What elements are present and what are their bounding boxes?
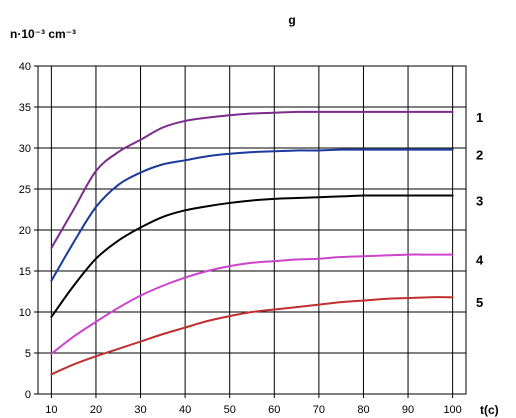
grid	[38, 65, 466, 394]
series-label-3: 3	[476, 194, 483, 209]
series-line-5	[50, 296, 454, 376]
series-label-1: 1	[476, 110, 483, 125]
x-tick-label: 60	[268, 404, 280, 416]
y-tick-label: 0	[25, 389, 31, 401]
series-labels: 1 2 3 4 5	[476, 110, 484, 310]
series-label-4: 4	[476, 253, 484, 268]
y-tick-label: 25	[19, 184, 31, 196]
series-label-2: 2	[476, 148, 483, 163]
y-tick-label: 10	[19, 307, 31, 319]
series-lines	[50, 110, 454, 376]
plot-frame	[37, 65, 467, 395]
series-line-4	[50, 253, 454, 355]
x-tick-label: 80	[357, 404, 369, 416]
series-line-1	[50, 110, 454, 250]
x-tick-label: 100	[443, 404, 461, 416]
x-tick-label: 50	[224, 404, 236, 416]
y-tick-label: 20	[19, 225, 31, 237]
series-line-2	[50, 148, 454, 282]
y-tick-label: 15	[19, 266, 31, 278]
x-tick-label: 20	[90, 404, 102, 416]
x-axis-title: t(c)	[480, 403, 499, 417]
series-label-5: 5	[476, 295, 483, 310]
x-tick-label: 70	[313, 404, 325, 416]
y-tick-label: 35	[19, 102, 31, 114]
x-tick-label: 40	[179, 404, 191, 416]
tick-labels: 0 5 10 15 20 25 30 35 40 10 20 30 40 50 60 70 80 90 100	[19, 61, 462, 416]
y-axis-title: n·10⁻³ cm⁻³	[10, 27, 76, 41]
y-tick-label: 5	[25, 348, 31, 360]
x-tick-label: 90	[402, 404, 414, 416]
y-tick-label: 40	[19, 61, 31, 73]
series-line-3	[50, 194, 454, 318]
x-tick-label: 10	[45, 404, 57, 416]
y-tick-label: 30	[19, 143, 31, 155]
chart-title: g	[288, 13, 295, 27]
x-tick-label: 30	[134, 404, 146, 416]
axes	[34, 65, 467, 398]
